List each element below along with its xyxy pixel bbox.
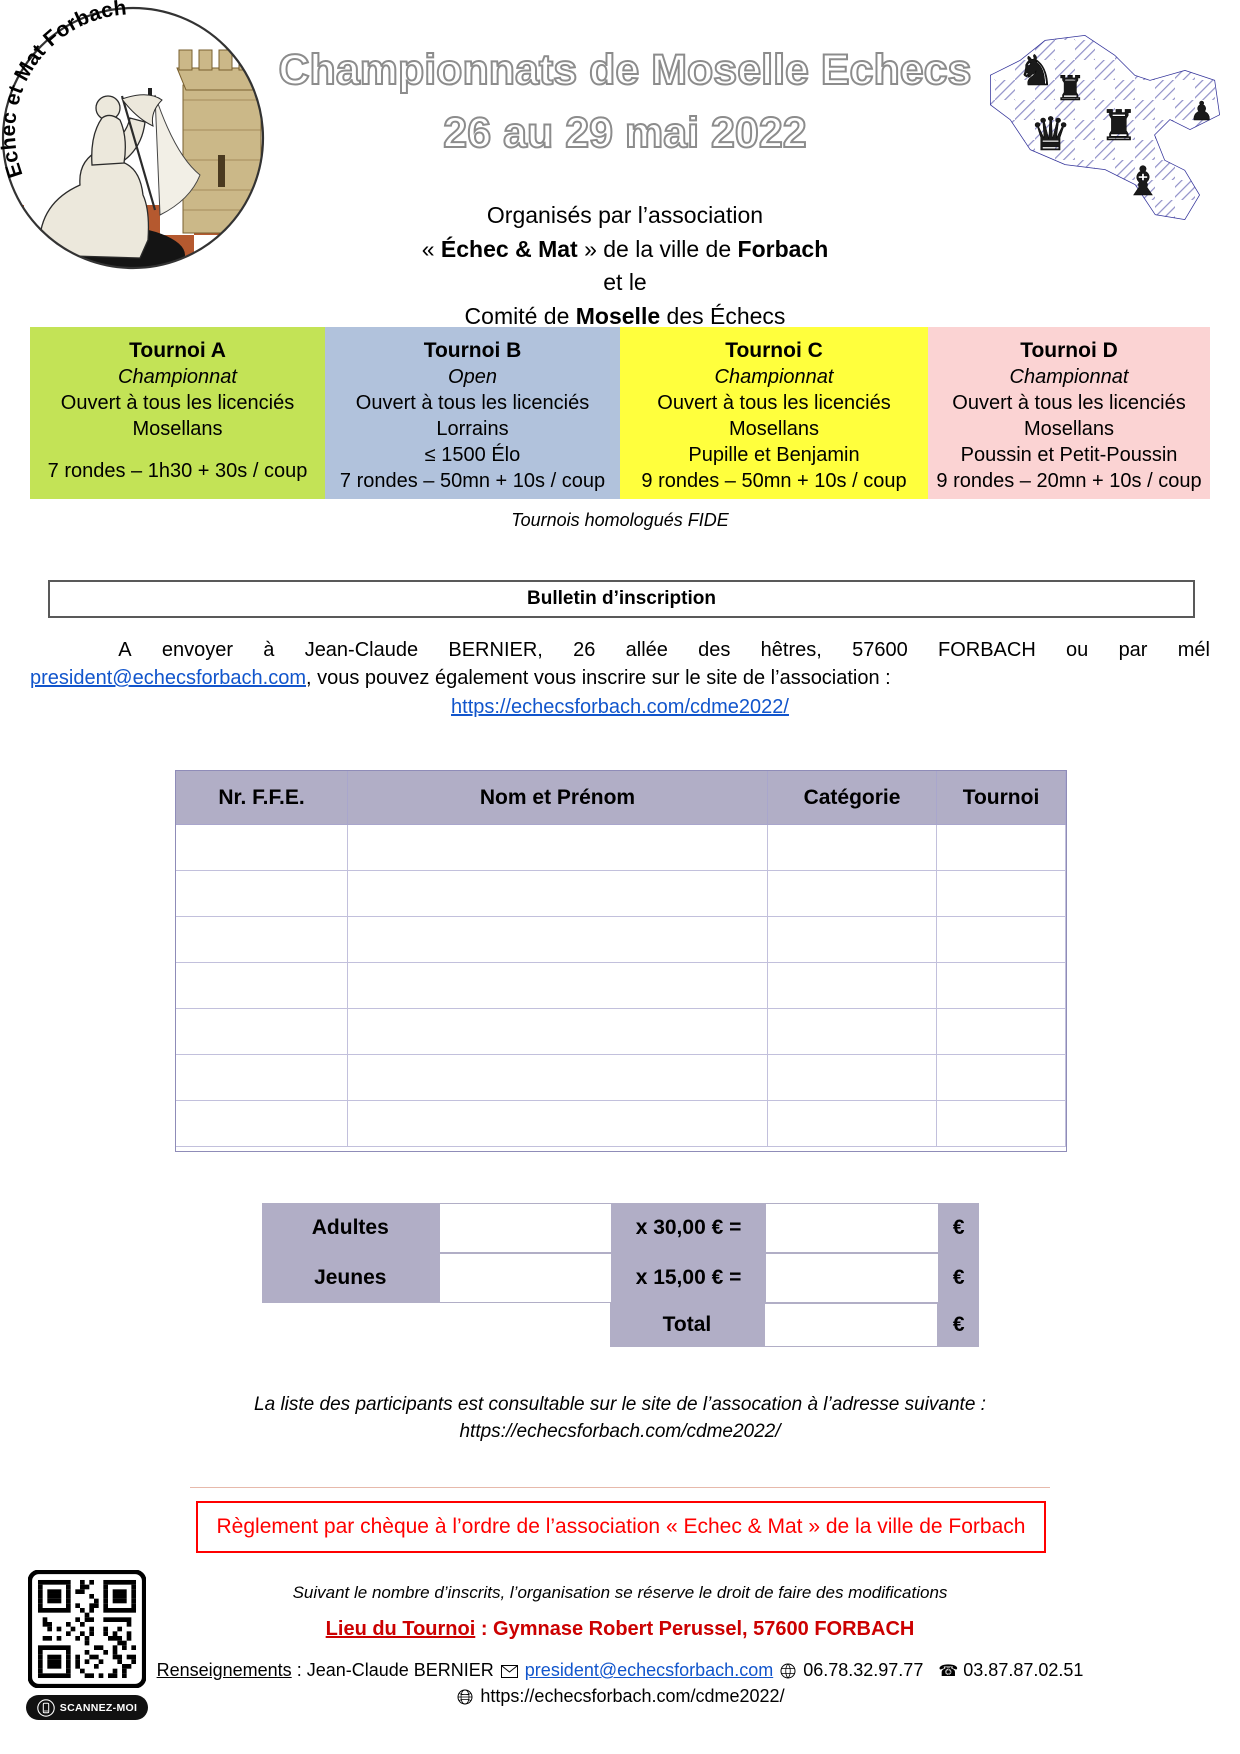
svg-text:♛: ♛ (1030, 107, 1071, 161)
svg-text:♜: ♜ (1055, 69, 1085, 109)
svg-text:♝: ♝ (1125, 159, 1161, 205)
svg-text:♟: ♟ (1190, 97, 1213, 127)
svg-text:♞: ♞ (1017, 46, 1055, 95)
svg-text:♜: ♜ (1100, 101, 1138, 150)
svg-text:Echec et Mat Forbach: Echec et Mat Forbach (0, 0, 128, 181)
